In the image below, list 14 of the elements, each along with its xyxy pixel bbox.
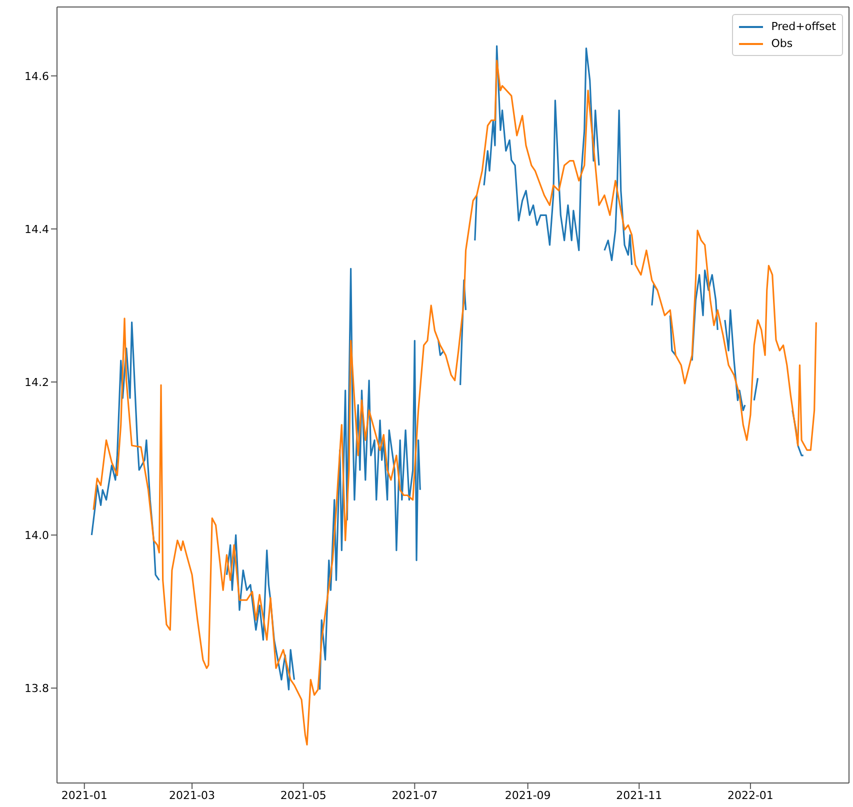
x-tick-label: 2021-01	[61, 788, 108, 802]
y-tick-label: 13.8	[24, 682, 49, 696]
x-tick-label: 2021-07	[392, 788, 438, 802]
legend-label: Obs	[771, 36, 793, 52]
y-tick-label: 14.4	[24, 222, 49, 236]
legend-label: Pred+offset	[771, 19, 836, 35]
x-tick-label: 2022-01	[727, 788, 774, 802]
y-tick-label: 14.2	[24, 376, 49, 389]
x-tick-label: 2021-03	[169, 788, 216, 802]
x-tick-label: 2021-09	[504, 788, 551, 802]
y-tick-label: 14.0	[24, 528, 49, 542]
x-tick-label: 2021-11	[616, 788, 662, 802]
x-tick-label: 2021-05	[280, 788, 326, 802]
y-tick-label: 14.6	[24, 70, 49, 83]
